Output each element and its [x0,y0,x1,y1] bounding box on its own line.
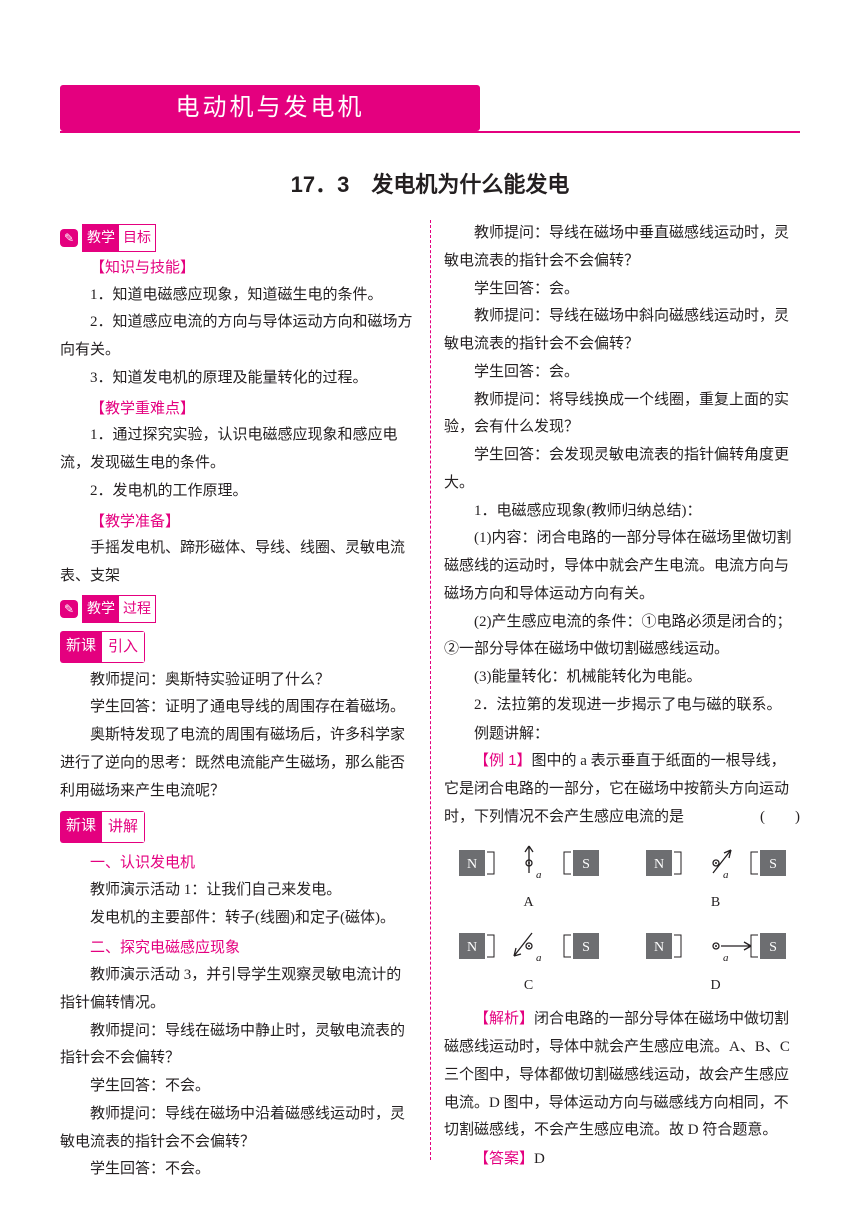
sum1b: (2)产生感应电流的条件：①电路必须是闭合的；②一部分导体在磁场中做切割磁感线运… [444,609,800,665]
option-D: N a S D [631,921,800,999]
explain-pill: 新课 讲解 [60,811,145,843]
option-A-diagram: N a S [454,838,604,888]
header-keypoints: 【教学重难点】 [60,395,416,423]
intro-pill: 新课 引入 [60,631,145,663]
k3: 3．知道发电机的原理及能量转化的过程。 [60,365,416,393]
svg-text:S: S [769,857,777,872]
analysis-body: 闭合电路的一部分导体在磁场中做切割磁感线运动时，导体中就会产生感应电流。A、B、… [444,1011,790,1138]
option-D-diagram: N a S [641,921,791,971]
answer-value: D [534,1151,545,1167]
option-C-diagram: N a S [454,921,604,971]
section-s2: 二、探究电磁感应现象 [60,934,416,962]
chapter-title: 电动机与发电机 [176,86,365,130]
svg-text:S: S [769,940,777,955]
q5: 教师提问：将导线换成一个线圈，重复上面的实验，会有什么发现？ [444,387,800,443]
header-prep: 【教学准备】 [60,508,416,536]
s2a: 教师演示活动 3，并引导学生观察灵敏电流计的指针偏转情况。 [60,962,416,1018]
two-column-layout: ✎ 教学 目标 【知识与技能】 1．知道电磁感应现象，知道磁生电的条件。 2．知… [60,220,800,1184]
a4: 学生回答：会。 [444,359,800,387]
sum2: 2．法拉第的发现进一步揭示了电与磁的联系。 [444,692,800,720]
intro1: 教师提问：奥斯特实验证明了什么？ [60,667,416,695]
option-C-label: C [524,973,533,999]
option-B-label: B [711,890,720,916]
option-B: N a S B [631,838,800,916]
intro3: 奥斯特发现了电流的周围有磁场后，许多科学家进行了逆向的思考：既然电流能产生磁场，… [60,722,416,805]
svg-text:N: N [653,940,663,955]
example-1-label: 【例 1】 [474,752,532,769]
pill-explain-b: 讲解 [102,811,145,843]
analysis: 【解析】闭合电路的一部分导体在磁场中做切割磁感线运动时，导体中就会产生感应电流。… [444,1005,800,1145]
sum1c: (3)能量转化：机械能转化为电能。 [444,664,800,692]
d1: 1．通过探究实验，认识电磁感应现象和感应电流，发现磁生电的条件。 [60,422,416,478]
s1b: 发电机的主要部件：转子(线圈)和定子(磁体)。 [60,905,416,933]
right-column: 教师提问：导线在磁场中垂直磁感线运动时，灵敏电流表的指针会不会偏转？ 学生回答：… [444,220,800,1184]
svg-text:a: a [723,952,729,964]
answer-blank: ( ) [730,804,800,832]
option-A: N a S A [444,838,613,916]
analysis-label: 【解析】 [474,1010,534,1027]
badge-obj-a: 教学 [83,225,119,251]
sum1: 1．电磁感应现象(教师归纳总结)： [444,498,800,526]
pencil-icon: ✎ [60,229,78,247]
pill-explain-a: 新课 [60,811,102,843]
example-options: N a S A N a S B N [444,838,800,1000]
pill-intro-a: 新课 [60,631,102,663]
svg-text:S: S [582,940,590,955]
q2: 教师提问：导线在磁场中沿着磁感线运动时，灵敏电流表的指针会不会偏转？ [60,1101,416,1157]
example-1: 【例 1】图中的 a 表示垂直于纸面的一根导线，它是闭合电路的一部分，它在磁场中… [444,747,800,831]
svg-text:a: a [723,869,729,881]
pencil-icon: ✎ [60,600,78,618]
badge-proc-b: 过程 [119,596,155,622]
svg-text:S: S [582,857,590,872]
s1a: 教师演示活动 1：让我们自己来发电。 [60,877,416,905]
prep: 手摇发电机、蹄形磁体、导线、线圈、灵敏电流表、支架 [60,535,416,591]
intro2: 学生回答：证明了通电导线的周围存在着磁场。 [60,694,416,722]
section-title: 17．3 发电机为什么能发电 [0,165,860,206]
teaching-objectives-badge: ✎ 教学 目标 [60,224,416,252]
svg-text:a: a [536,869,542,881]
k2: 2．知道感应电流的方向与导体运动方向和磁场方向有关。 [60,309,416,365]
a2: 学生回答：不会。 [60,1156,416,1184]
svg-text:a: a [536,952,542,964]
example-title: 例题讲解： [444,720,800,748]
teaching-process-badge: ✎ 教学 过程 [60,595,416,623]
d2: 2．发电机的工作原理。 [60,478,416,506]
section-s1: 一、认识发电机 [60,849,416,877]
answer-label: 【答案】 [474,1150,534,1167]
badge-obj-b: 目标 [119,225,155,251]
a1: 学生回答：不会。 [60,1073,416,1101]
svg-text:N: N [466,940,476,955]
chapter-title-bar: 电动机与发电机 [60,85,480,131]
pill-intro-b: 引入 [102,631,145,663]
chapter-underline [60,131,800,133]
left-column: ✎ 教学 目标 【知识与技能】 1．知道电磁感应现象，知道磁生电的条件。 2．知… [60,220,416,1184]
q1: 教师提问：导线在磁场中静止时，灵敏电流表的指针会不会偏转？ [60,1018,416,1074]
badge-proc-a: 教学 [83,596,119,622]
a5: 学生回答：会发现灵敏电流表的指针偏转角度更大。 [444,442,800,498]
a3: 学生回答：会。 [444,276,800,304]
option-C: N a S C [444,921,613,999]
sum1a: (1)内容：闭合电路的一部分导体在磁场里做切割磁感线的运动时，导体中就会产生电流… [444,525,800,608]
option-B-diagram: N a S [641,838,791,888]
header-knowledge: 【知识与技能】 [60,254,416,282]
svg-text:N: N [466,857,476,872]
q4: 教师提问：导线在磁场中斜向磁感线运动时，灵敏电流表的指针会不会偏转？ [444,303,800,359]
answer-line: 【答案】D [444,1145,800,1174]
option-A-label: A [523,890,533,916]
q3: 教师提问：导线在磁场中垂直磁感线运动时，灵敏电流表的指针会不会偏转？ [444,220,800,276]
svg-text:N: N [653,857,663,872]
k1: 1．知道电磁感应现象，知道磁生电的条件。 [60,282,416,310]
option-D-label: D [710,973,720,999]
